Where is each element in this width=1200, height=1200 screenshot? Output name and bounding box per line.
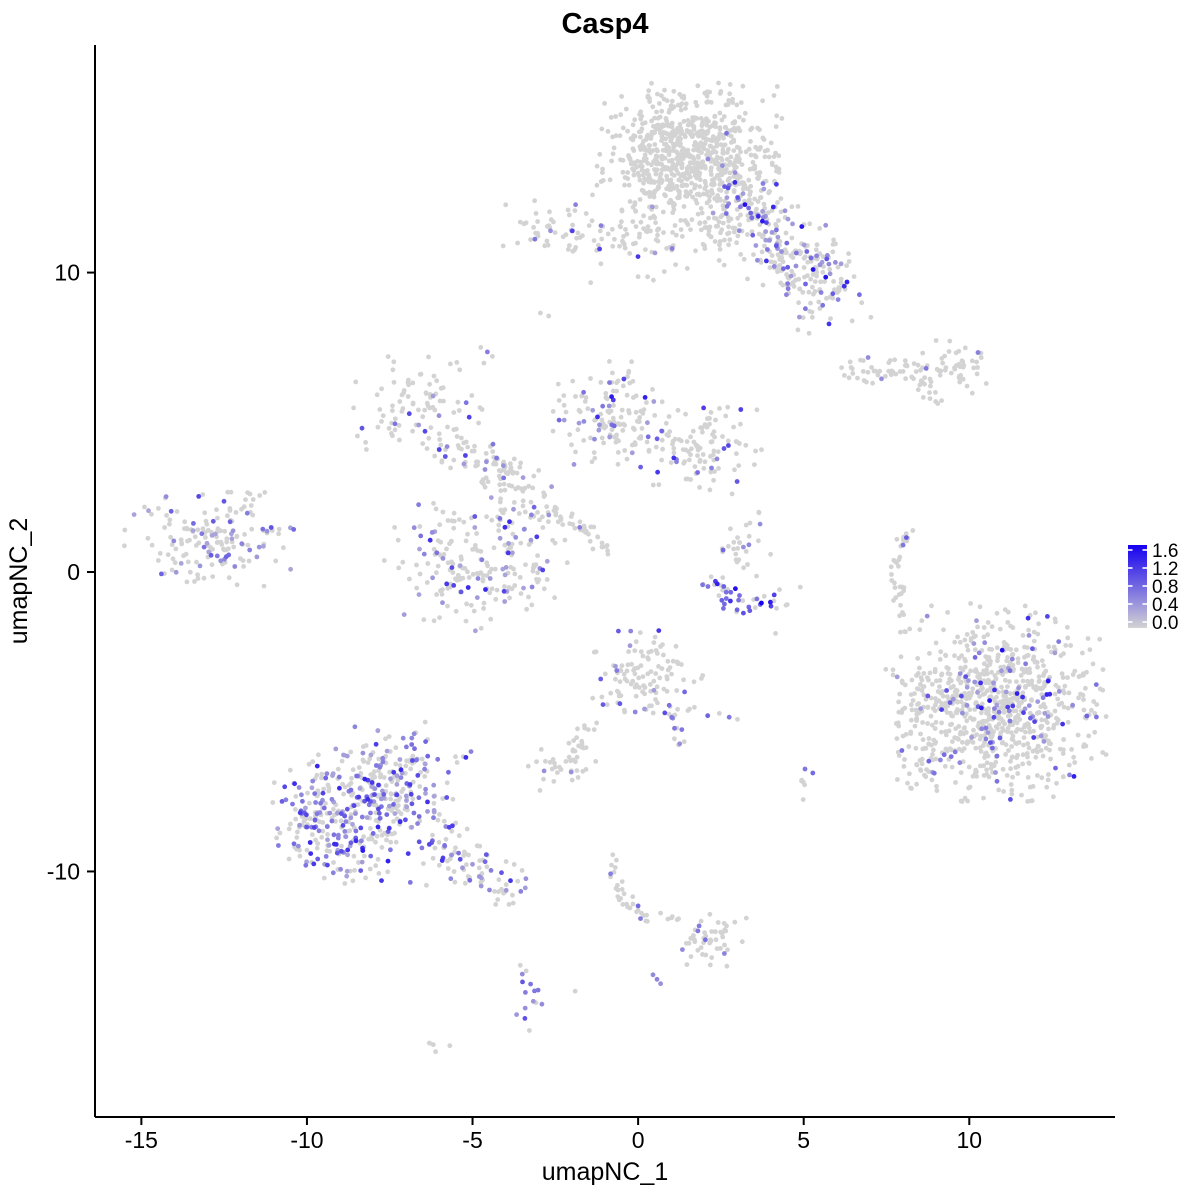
y-tick-label: 0	[67, 559, 80, 585]
legend-tick-label: 0.8	[1152, 577, 1178, 598]
x-tick-label: 0	[632, 1127, 645, 1153]
x-tick-label: 5	[797, 1127, 810, 1153]
legend-tick-label: 1.2	[1152, 559, 1178, 580]
x-tick-label: -15	[125, 1127, 158, 1153]
x-axis-ticks: -15 -10 -5 0 5 10	[125, 1117, 982, 1153]
x-axis-title: umapNC_1	[542, 1158, 668, 1186]
legend-gradient-bar	[1128, 545, 1147, 628]
y-tick-label: 10	[54, 260, 80, 286]
y-axis-title: umapNC_2	[5, 518, 33, 644]
plot-title: Casp4	[561, 8, 648, 40]
legend-tick-labels: 1.61.20.80.40.0	[1152, 541, 1179, 634]
x-tick-label: 10	[956, 1127, 982, 1153]
legend-tick-label: 0.0	[1152, 613, 1178, 634]
legend-tick-label: 0.4	[1152, 595, 1179, 616]
x-tick-label: -10	[290, 1127, 323, 1153]
y-axis-ticks: 10 0 -10	[47, 260, 95, 884]
x-tick-label: -5	[462, 1127, 482, 1153]
legend-tick-label: 1.6	[1152, 541, 1178, 562]
legend-colorbar: 1.61.20.80.40.0	[1128, 541, 1179, 634]
scatter-points	[122, 80, 1109, 1055]
y-tick-label: -10	[47, 858, 80, 884]
legend-tick-marks	[1128, 549, 1147, 623]
